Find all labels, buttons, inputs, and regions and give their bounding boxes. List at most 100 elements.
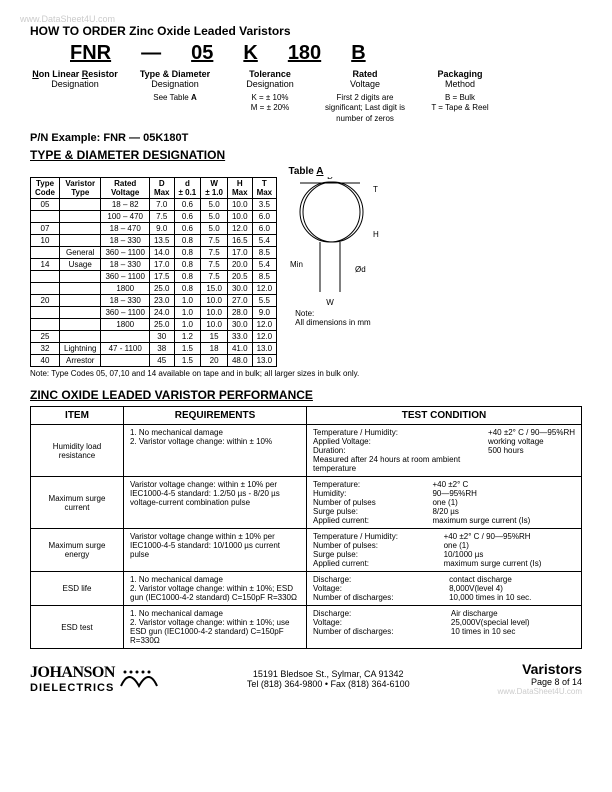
- tableA-cell: 10: [31, 235, 60, 247]
- tableA-cell: 7.5: [201, 271, 228, 283]
- tableA-row: 100 – 4707.50.65.010.06.0: [31, 211, 277, 223]
- tableA-cell: 32: [31, 343, 60, 355]
- tableA-header: d± 0.1: [174, 178, 201, 199]
- svg-text:Min: Min: [290, 260, 303, 269]
- tableA-cell: 17.5: [149, 271, 174, 283]
- tableA-cell: Usage: [60, 259, 101, 271]
- page-title: HOW TO ORDER Zinc Oxide Leaded Varistors: [30, 24, 582, 38]
- desc-k-sub: Designation: [230, 79, 310, 89]
- tableA-cell: 6.0: [252, 211, 277, 223]
- perf-row: Maximum surge currentVaristor voltage ch…: [31, 477, 582, 529]
- perf-h-cond: TEST CONDITION: [307, 407, 582, 425]
- tableA-cell: 0.6: [174, 199, 201, 211]
- tableA-cell: 7.5: [149, 211, 174, 223]
- footer-tel: Tel (818) 364-9800 • Fax (818) 364-6100: [247, 679, 410, 689]
- tableA-row: 32Lightning47 - 1100381.51841.013.0: [31, 343, 277, 355]
- perf-row: Maximum surge energyVaristor voltage cha…: [31, 529, 582, 572]
- tableA-cell: 25: [31, 331, 60, 343]
- tableA-header: TypeCode: [31, 178, 60, 199]
- tableA-cell: 8.5: [252, 271, 277, 283]
- tableA-cell: 17.0: [227, 247, 252, 259]
- perf-table: ITEM REQUIREMENTS TEST CONDITION Humidit…: [30, 406, 582, 649]
- order-code-row: FNR — 05 K 180 B: [70, 42, 582, 65]
- tableA-cell: [60, 319, 101, 331]
- tableA-cell: 18 – 330: [101, 235, 149, 247]
- tableA-cell: 5.0: [201, 199, 228, 211]
- tableA-cell: 47 - 1100: [101, 343, 149, 355]
- tableA-cell: 8.5: [252, 247, 277, 259]
- code-b: B: [351, 42, 365, 65]
- tableA-cell: 5.5: [252, 295, 277, 307]
- tableA-row: 1018 – 33013.50.87.516.55.4: [31, 235, 277, 247]
- tableA-cell: 23.0: [149, 295, 174, 307]
- desc-b-title: Packaging: [420, 69, 500, 79]
- tableA-header: RatedVoltage: [101, 178, 149, 199]
- tableA-row: 180025.00.815.030.012.0: [31, 283, 277, 295]
- perf-cond: Temperature / Humidity:+40 ±2° C / 90—95…: [307, 529, 582, 572]
- perf-cond: Discharge:Air dischargeVoltage:25,000V(s…: [307, 606, 582, 649]
- tableA-cell: 30: [149, 331, 174, 343]
- footer-logo: JOHANSON DIELECTRICS: [30, 664, 159, 694]
- perf-item: Maximum surge energy: [31, 529, 124, 572]
- tableA-cell: [60, 223, 101, 235]
- tableA-header: VaristorType: [60, 178, 101, 199]
- perf-h-req: REQUIREMENTS: [124, 407, 307, 425]
- tableA-header: HMax: [227, 178, 252, 199]
- tableA-cell: [60, 211, 101, 223]
- logo-icon: [119, 666, 159, 692]
- tableA-row: 14Usage18 – 33017.00.87.520.05.4: [31, 259, 277, 271]
- tableA-cell: [60, 271, 101, 283]
- tableA-cell: [31, 211, 60, 223]
- tableA-cell: 20: [31, 295, 60, 307]
- tableA-cell: 0.8: [174, 283, 201, 295]
- desc-fnr-title: Non Linear Resistor: [30, 69, 120, 79]
- tableA-cell: [60, 307, 101, 319]
- tableA-cell: 13.5: [149, 235, 174, 247]
- svg-text:T: T: [373, 185, 378, 194]
- tableA-cell: 16.5: [227, 235, 252, 247]
- desc-180-title: Rated: [320, 69, 410, 79]
- desc-05-sub: Designation: [130, 79, 220, 89]
- tableA-cell: 30.0: [227, 319, 252, 331]
- tableA-cell: [101, 355, 149, 367]
- tableA-cell: 40: [31, 355, 60, 367]
- code-fnr: FNR: [70, 42, 111, 65]
- tableA-row: 2018 – 33023.01.010.027.05.5: [31, 295, 277, 307]
- svg-text:H: H: [373, 230, 379, 239]
- tableA-header: DMax: [149, 178, 174, 199]
- tableA-cell: [60, 199, 101, 211]
- desc-k-note: K = ± 10% M = ± 20%: [230, 93, 310, 114]
- tableA-cell: 14: [31, 259, 60, 271]
- perf-row: ESD test1. No mechanical damage 2. Varis…: [31, 606, 582, 649]
- tableA-header: W± 1.0: [201, 178, 228, 199]
- tableA-cell: 5.4: [252, 235, 277, 247]
- tableA-cell: 33.0: [227, 331, 252, 343]
- tableA-note: Note: Type Codes 05, 07,10 and 14 availa…: [30, 369, 582, 378]
- tableA-cell: 7.5: [201, 235, 228, 247]
- tableA-cell: 45: [149, 355, 174, 367]
- tableA-cell: 10.0: [201, 295, 228, 307]
- desc-b-sub: Method: [420, 79, 500, 89]
- tableA-cell: 10.0: [227, 211, 252, 223]
- perf-cond: Discharge:contact dischargeVoltage:8,000…: [307, 572, 582, 606]
- tableA-cell: 17.0: [149, 259, 174, 271]
- footer-page: Page 8 of 14: [498, 677, 582, 687]
- code-dash: —: [141, 42, 161, 65]
- tableA-cell: 12.0: [227, 223, 252, 235]
- tableA-cell: 1.2: [174, 331, 201, 343]
- tableA-cell: 360 – 1100: [101, 271, 149, 283]
- tableA-cell: 1.5: [174, 355, 201, 367]
- tableA-cell: 07: [31, 223, 60, 235]
- tableA-cell: 12.0: [252, 331, 277, 343]
- tableA-cell: 7.5: [201, 259, 228, 271]
- tableA-cell: 25.0: [149, 283, 174, 295]
- desc-180-note: First 2 digits are significant; Last dig…: [320, 93, 410, 124]
- perf-item: ESD life: [31, 572, 124, 606]
- tableA-cell: 12.0: [252, 319, 277, 331]
- tableA-cell: 10.0: [201, 319, 228, 331]
- tableA-row: 360 – 110024.01.010.028.09.0: [31, 307, 277, 319]
- section-tableA: TYPE & DIAMETER DESIGNATION: [30, 148, 582, 162]
- watermark-top: www.DataSheet4U.com: [20, 14, 115, 24]
- tableA-cell: 360 – 1100: [101, 247, 149, 259]
- desc-b-note: B = Bulk T = Tape & Reel: [420, 93, 500, 114]
